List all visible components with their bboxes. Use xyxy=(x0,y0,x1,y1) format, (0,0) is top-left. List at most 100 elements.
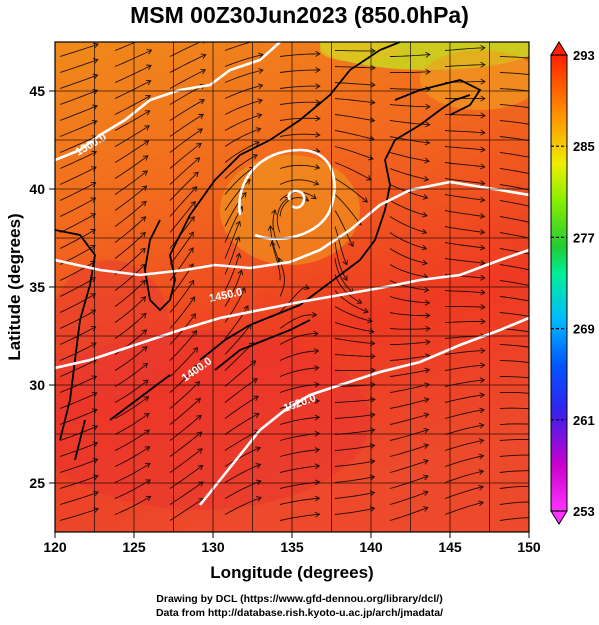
x-tick-label: 130 xyxy=(201,539,225,555)
streamline xyxy=(389,312,430,316)
streamline xyxy=(334,507,375,515)
streamline xyxy=(59,293,96,313)
streamline xyxy=(444,470,484,483)
streamline-arrowhead xyxy=(480,289,486,296)
coastline-ryukyu xyxy=(109,374,171,421)
streamline-arrowhead xyxy=(315,50,321,57)
streamline xyxy=(59,105,98,121)
streamline xyxy=(169,398,201,425)
streamline xyxy=(59,508,99,521)
streamline xyxy=(279,286,310,313)
streamline-arrowhead xyxy=(536,422,541,427)
streamline-arrowhead xyxy=(479,377,486,384)
streamline-arrowhead xyxy=(535,300,540,305)
streamline-arrowhead xyxy=(479,392,486,399)
streamline xyxy=(169,481,204,505)
streamline xyxy=(499,72,529,76)
streamline-arrowhead xyxy=(480,61,486,68)
streamline xyxy=(279,117,320,121)
streamline xyxy=(279,513,320,521)
streamline-arrowhead xyxy=(535,315,540,320)
streamline xyxy=(114,170,148,195)
streamline-arrowhead xyxy=(146,49,153,55)
streamline-arrowhead xyxy=(480,129,486,136)
streamline-arrowhead xyxy=(197,128,204,134)
streamline xyxy=(389,383,430,393)
streamline xyxy=(224,114,262,131)
graticule xyxy=(55,42,529,532)
streamline xyxy=(444,226,485,233)
streamline-arrowhead xyxy=(234,236,241,242)
colorbar-ticks: 253 261 269 277 285 293 xyxy=(551,48,595,519)
streamline xyxy=(334,338,375,344)
streamline-arrowhead xyxy=(480,304,486,310)
streamline-arrowhead xyxy=(536,453,540,458)
x-tick-label: 125 xyxy=(122,539,146,555)
streamline xyxy=(389,413,429,425)
streamline-arrowhead xyxy=(193,364,200,370)
streamline xyxy=(224,305,249,339)
streamline-arrowhead xyxy=(424,367,431,374)
coastline-japan xyxy=(199,94,471,361)
streamline-arrowhead xyxy=(369,427,376,434)
streamline xyxy=(114,42,137,51)
contour-1400 xyxy=(55,248,529,370)
streamline-arrowhead xyxy=(304,284,310,290)
streamline-arrowhead xyxy=(192,347,199,353)
streamline-arrowhead xyxy=(369,458,376,465)
streamline xyxy=(59,491,99,505)
streamline xyxy=(334,82,375,86)
streamline-arrowhead xyxy=(421,211,428,218)
streamline xyxy=(224,192,247,227)
streamline xyxy=(389,296,430,304)
streamline xyxy=(499,216,529,223)
streamline-arrowhead xyxy=(422,194,429,200)
streamline xyxy=(334,414,375,419)
streamline-arrowhead xyxy=(535,156,540,161)
streamline-arrowhead xyxy=(536,515,540,520)
streamline xyxy=(444,409,485,419)
streamline-arrowhead xyxy=(369,443,376,449)
streamline xyxy=(59,359,97,377)
streamline-arrowhead xyxy=(141,200,147,207)
streamline xyxy=(499,152,529,158)
streamline xyxy=(114,232,146,259)
colorbar-bottom-arrow xyxy=(550,510,568,525)
streamline xyxy=(334,130,375,140)
streamline-arrowhead xyxy=(90,213,97,219)
streamline xyxy=(499,56,529,59)
streamline-arrowhead xyxy=(480,146,486,153)
streamline xyxy=(224,497,262,515)
streamline-arrowhead xyxy=(144,125,150,131)
streamline xyxy=(169,69,206,89)
streamline-arrowhead xyxy=(271,209,277,215)
streamline xyxy=(444,290,485,294)
streamline-arrowhead xyxy=(193,171,199,178)
streamline-arrowhead xyxy=(256,496,262,502)
streamline xyxy=(444,501,484,515)
streamline xyxy=(59,213,96,233)
streamline xyxy=(224,54,264,67)
streamline xyxy=(500,376,529,379)
cool-patch-north-2 xyxy=(320,42,400,62)
streamline-arrowhead xyxy=(342,275,348,282)
streamline-arrowhead xyxy=(255,479,262,486)
streamline xyxy=(499,120,529,125)
streamline xyxy=(114,263,146,291)
streamline xyxy=(389,120,430,126)
streamline-arrowhead xyxy=(424,299,431,306)
streamline-arrowhead xyxy=(315,83,321,90)
streamline-arrowhead xyxy=(425,121,431,128)
streamline-arrowhead xyxy=(534,237,539,242)
streamline-arrowhead xyxy=(90,229,96,235)
streamline-arrowhead xyxy=(314,414,321,421)
streamline-arrowhead xyxy=(311,311,318,318)
x-tick-label: 145 xyxy=(438,539,462,555)
streamline-arrowhead xyxy=(200,68,207,75)
streamline-arrowhead xyxy=(199,99,205,105)
y-tick-label: 25 xyxy=(29,475,45,491)
streamline-arrowhead xyxy=(536,484,540,489)
streamline-arrowhead xyxy=(478,453,485,460)
streamline-arrowhead xyxy=(314,463,321,470)
